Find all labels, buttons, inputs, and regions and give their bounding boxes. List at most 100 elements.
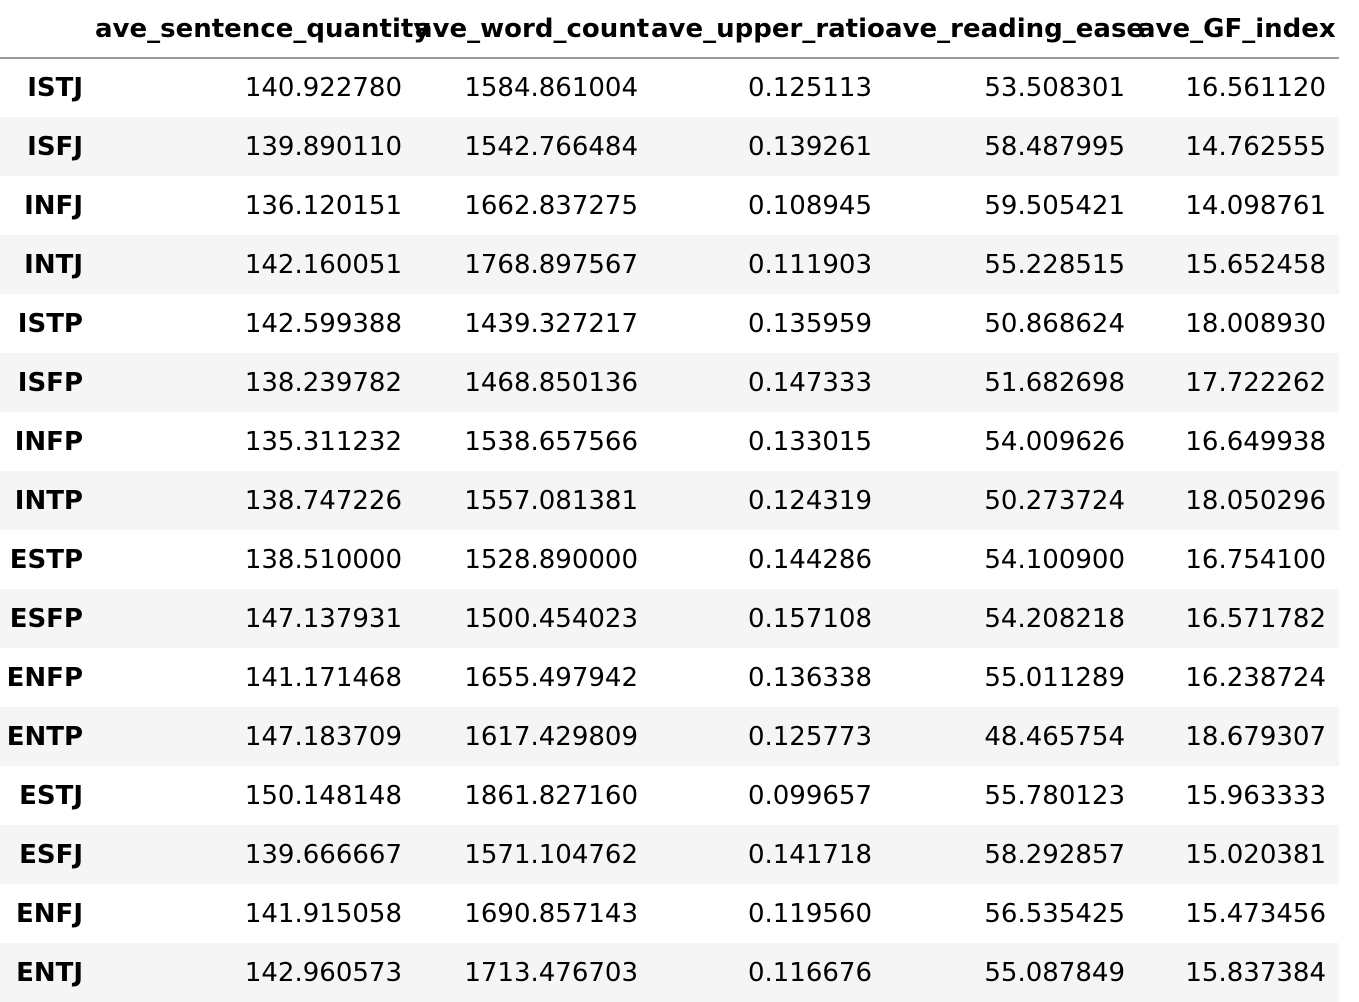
table-cell: 54.100900 [984,544,1125,575]
table-cell: 138.510000 [244,544,402,575]
column-header-ave-upper-ratio: ave_upper_ratio [651,0,885,59]
table-row: ENTJ 142.960573 1713.476703 0.116676 55.0878… [0,943,1339,1002]
table-cell: 16.238724 [1185,662,1326,693]
table-cell: 0.144286 [747,544,872,575]
table-row: ESTP 138.510000 1528.890000 0.144286 54.1009… [0,530,1339,589]
table-cell: 139.666667 [244,839,402,870]
table-cell: 0.125773 [747,721,872,752]
table-row: ESFJ 139.666667 1571.104762 0.141718 58.2928… [0,825,1339,884]
table-cell: 138.239782 [244,367,402,398]
table-cell: 1713.476703 [464,957,638,988]
row-label: ENFP [6,662,83,693]
table-row: ENFJ 141.915058 1690.857143 0.119560 56.5354… [0,884,1339,943]
table-cell: 48.465754 [984,721,1125,752]
table-cell: 50.273724 [984,485,1125,516]
table-row: INTJ 142.160051 1768.897567 0.111903 55.2285… [0,235,1339,294]
table-cell: 0.124319 [747,485,872,516]
table-cell: 0.141718 [747,839,872,870]
table-cell: 53.508301 [984,73,1125,103]
row-label: ESFJ [19,839,83,870]
table-row: ISTJ 140.922780 1584.861004 0.125113 53.5083… [0,58,1339,117]
table-cell: 18.050296 [1185,485,1326,516]
table-body: ISTJ 140.922780 1584.861004 0.125113 53.5083… [0,58,1339,1002]
table-cell: 0.099657 [747,780,872,811]
row-label: ISTP [17,308,83,339]
table-cell: 0.111903 [747,249,872,280]
table-cell: 142.599388 [244,308,402,339]
table-cell: 150.148148 [244,780,402,811]
row-label: ESTP [9,544,83,575]
table-cell: 1690.857143 [464,898,638,929]
table-cell: 16.754100 [1185,544,1326,575]
table-cell: 138.747226 [244,485,402,516]
table-cell: 1557.081381 [464,485,638,516]
table-cell: 0.119560 [747,898,872,929]
table-row: INTP 138.747226 1557.081381 0.124319 50.2737… [0,471,1339,530]
table-cell: 18.008930 [1185,308,1326,339]
row-label: INTJ [24,249,83,280]
row-label: ENTP [6,721,83,752]
table-cell: 0.116676 [747,957,872,988]
table-cell: 54.208218 [984,603,1125,634]
row-label: ESFP [9,603,83,634]
table-cell: 16.571782 [1185,603,1326,634]
table-row: ISFJ 139.890110 1542.766484 0.139261 58.4879… [0,117,1339,176]
table-cell: 55.011289 [984,662,1125,693]
index-header [0,0,95,59]
table-cell: 141.915058 [244,898,402,929]
row-label: ISTJ [27,73,83,103]
table-cell: 50.868624 [984,308,1125,339]
table-cell: 58.292857 [984,839,1125,870]
table-cell: 15.837384 [1185,957,1326,988]
table-cell: 1662.837275 [464,190,638,221]
table-cell: 15.020381 [1185,839,1326,870]
row-label: ISFP [17,367,83,398]
column-header-ave-sentence-quantity: ave_sentence_quantity [95,0,430,59]
table-header: ave_sentence_quantity ave_word_count ave… [0,0,1339,59]
table-cell: 15.963333 [1185,780,1326,811]
table-cell: 142.960573 [244,957,402,988]
row-label: INFJ [24,190,83,221]
table-cell: 0.139261 [747,131,872,162]
table-cell: 142.160051 [244,249,402,280]
table-cell: 18.679307 [1185,721,1326,752]
table-cell: 0.135959 [747,308,872,339]
table-row: ISTP 142.599388 1439.327217 0.135959 50.8686… [0,294,1339,353]
table-row: ENFP 141.171468 1655.497942 0.136338 55.0112… [0,648,1339,707]
column-header-ave-reading-ease: ave_reading_ease [885,0,1144,59]
table-cell: 59.505421 [984,190,1125,221]
table-cell: 0.136338 [747,662,872,693]
row-label: ISFJ [27,131,83,162]
table-cell: 0.125113 [747,73,872,103]
table-cell: 1500.454023 [464,603,638,634]
table-cell: 141.171468 [244,662,402,693]
table-cell: 1538.657566 [464,426,638,457]
table-cell: 1542.766484 [464,131,638,162]
table-cell: 0.133015 [747,426,872,457]
table-cell: 14.098761 [1185,190,1326,221]
table-cell: 58.487995 [984,131,1125,162]
table-cell: 1584.861004 [464,73,638,103]
table-cell: 1571.104762 [464,839,638,870]
row-label: ENTJ [16,957,83,988]
table-row: ESTJ 150.148148 1861.827160 0.099657 55.7801… [0,766,1339,825]
table-cell: 15.473456 [1185,898,1326,929]
column-header-ave-word-count: ave_word_count [415,0,651,59]
table-cell: 0.108945 [747,190,872,221]
table-cell: 15.652458 [1185,249,1326,280]
table-cell: 51.682698 [984,367,1125,398]
table-cell: 55.780123 [984,780,1125,811]
table-cell: 56.535425 [984,898,1125,929]
table-cell: 1439.327217 [464,308,638,339]
header-row: ave_sentence_quantity ave_word_count ave… [0,0,1339,59]
table-cell: 136.120151 [244,190,402,221]
table-row: INFP 135.311232 1538.657566 0.133015 54.0096… [0,412,1339,471]
table-cell: 1768.897567 [464,249,638,280]
table-cell: 1468.850136 [464,367,638,398]
table-cell: 139.890110 [244,131,402,162]
row-label: INFP [14,426,83,457]
table-row: ISFP 138.239782 1468.850136 0.147333 51.6826… [0,353,1339,412]
table-cell: 17.722262 [1185,367,1326,398]
table-cell: 54.009626 [984,426,1125,457]
